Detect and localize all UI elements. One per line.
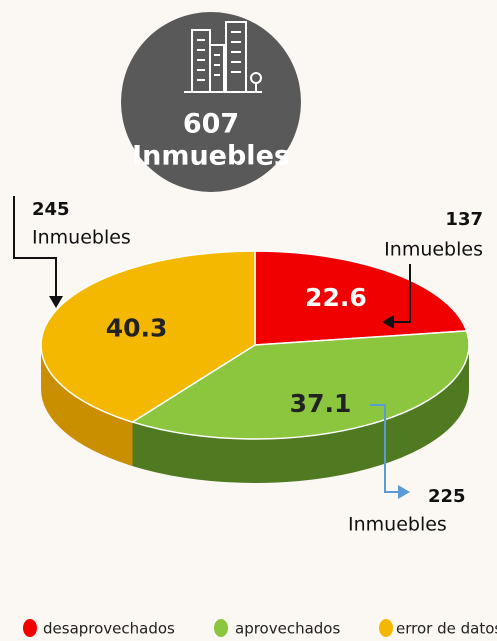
count-value: 225 [428,486,466,507]
data-label: 40.3 [106,313,168,342]
arrow-head [49,296,63,308]
arrow-head [398,485,410,499]
legend-label: aprovechados [235,620,340,638]
arrow-head [382,315,394,329]
count-value: 137 [445,209,483,230]
arrow [13,196,57,300]
data-label: 37.1 [290,389,352,418]
total-label: Inmuebles [132,141,290,172]
legend-label: error de datos [396,620,497,638]
arrow [370,404,400,493]
count-value: 245 [32,199,70,220]
count-label: Inmuebles [32,227,131,249]
badge-circle [121,12,301,192]
header-badge: 607 Inmuebles [121,12,301,192]
pie-side [41,345,133,467]
count-label: Inmuebles [348,514,447,536]
arrow [392,264,411,323]
legend-swatch [379,619,393,637]
legend-swatch [214,619,228,637]
pie-slice [40,250,256,423]
legend: desaprovechados aprovechados error de dato… [23,619,497,638]
pie: 22.6 37.1 40.3 [40,250,470,483]
legend-swatch [23,619,37,637]
legend-label: desaprovechados [43,620,175,638]
total-value: 607 [183,109,239,140]
pie-slice [254,250,468,346]
annotations: 245 Inmuebles 137 Inmuebles 225 Inmueble… [13,196,483,536]
count-label: Inmuebles [384,239,483,261]
building-icon [184,21,262,93]
data-label: 22.6 [305,283,367,312]
